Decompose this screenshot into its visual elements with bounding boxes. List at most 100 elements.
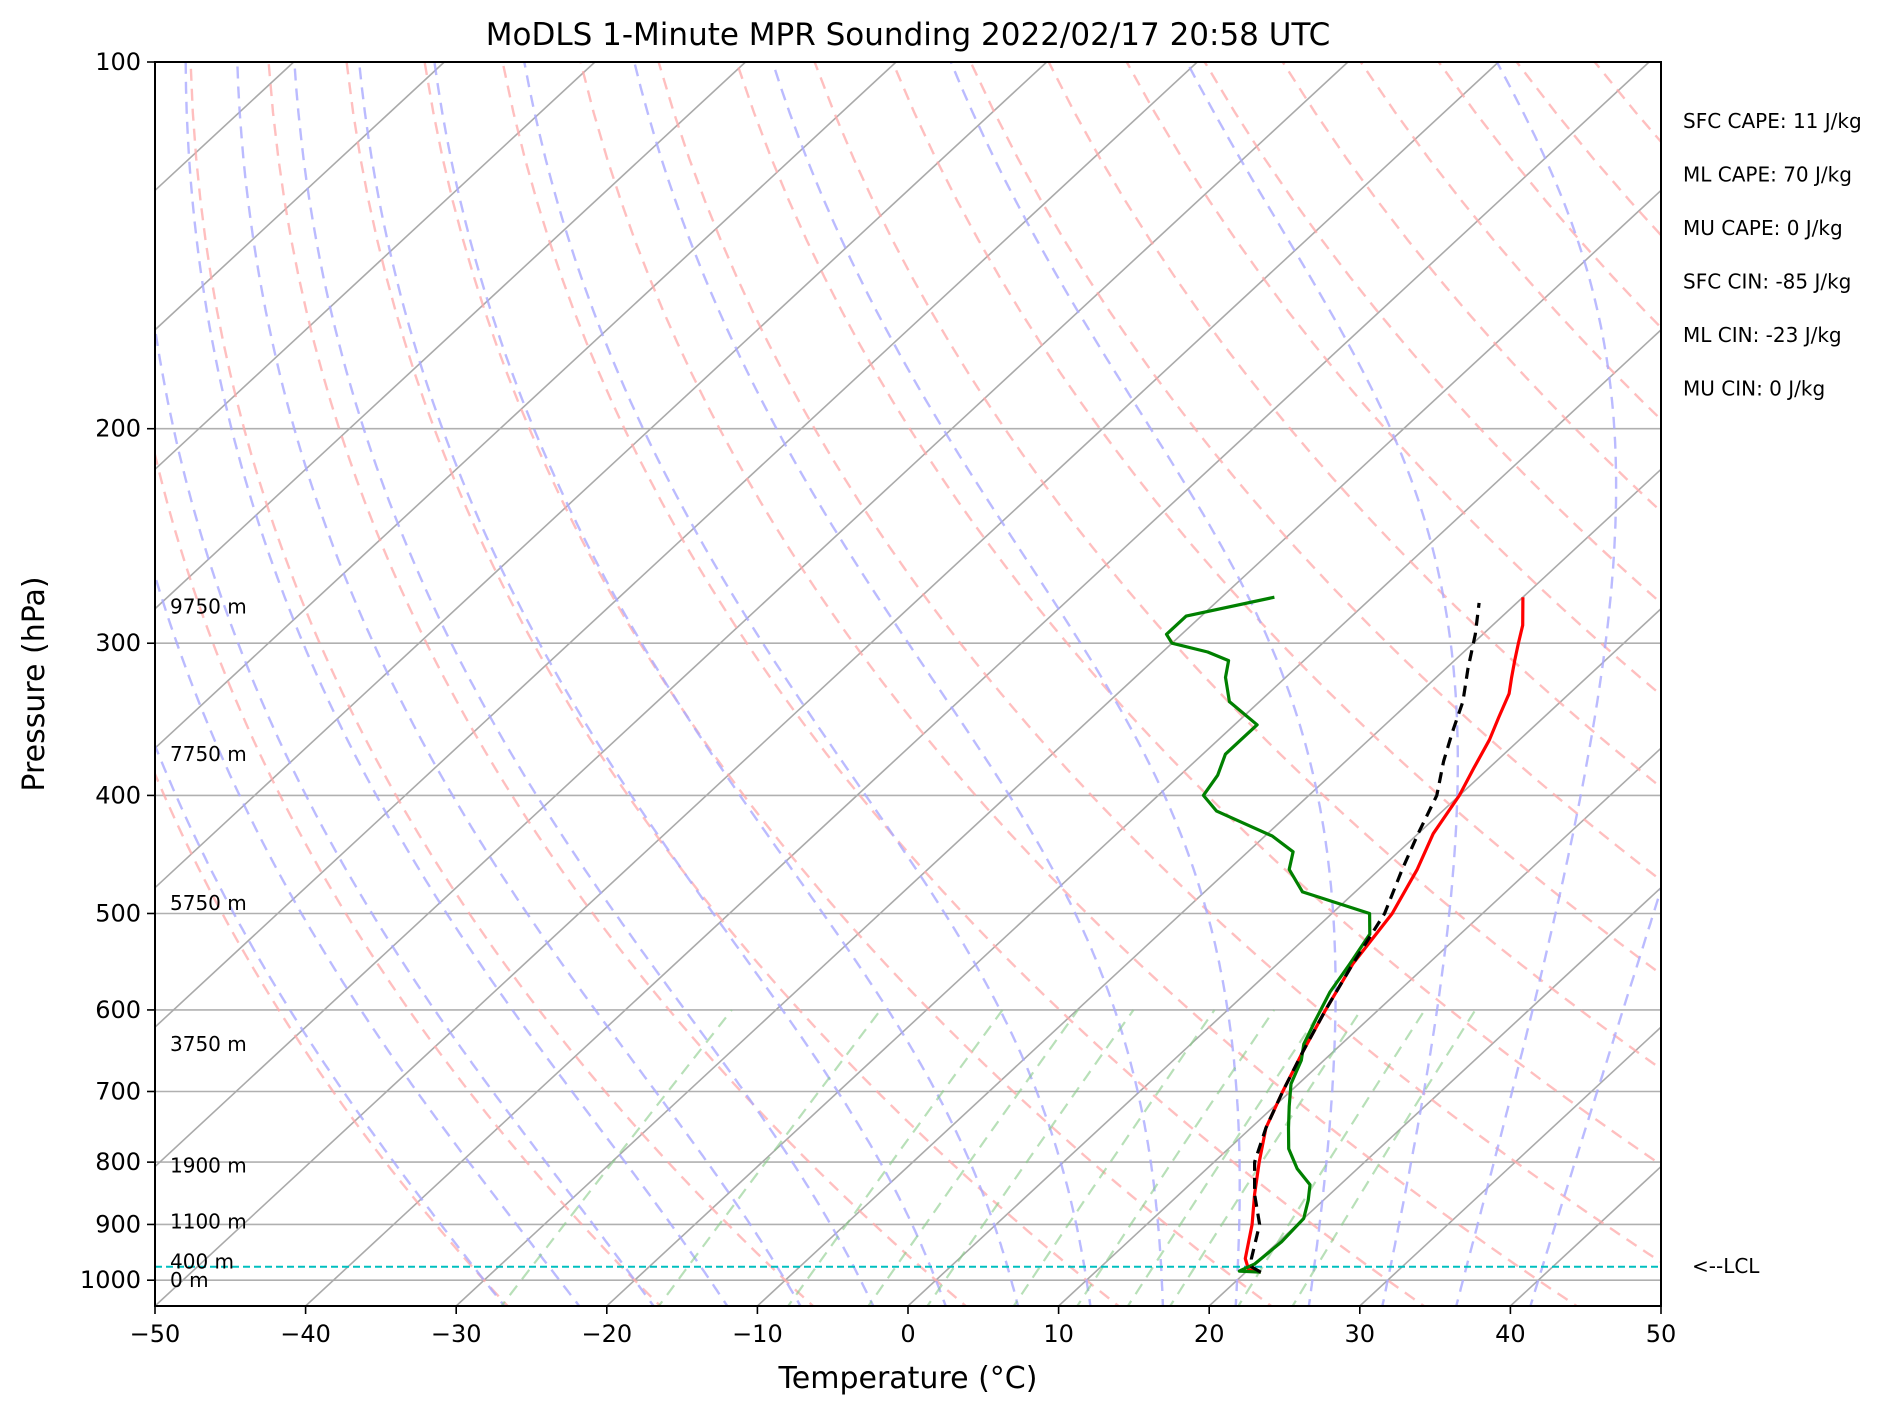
moist-adiabat-line [433, 62, 1020, 1306]
x-tick-label: 40 [1495, 1320, 1526, 1348]
parcel-profile [1249, 602, 1481, 1274]
moist-adiabat-line [155, 320, 655, 1306]
isotherm-line [1812, 62, 1896, 1306]
x-tick-label: 30 [1345, 1320, 1376, 1348]
y-tick-label: 1000 [80, 1266, 141, 1294]
isotherm-line [907, 607, 1661, 1306]
dry-adiabat-line [891, 62, 1661, 976]
plot-frame [154, 61, 1662, 1307]
moist-adiabat-line [293, 62, 875, 1306]
dry-adiabat-line [267, 62, 968, 1306]
dry-adiabat-line [579, 62, 1579, 1306]
isotherm-line [756, 468, 1661, 1306]
y-axis-label: Pressure (hPa) [17, 576, 52, 791]
stats-panel: SFC CAPE: 11 J/kg ML CAPE: 70 J/kg MU CAPE… [1683, 109, 1862, 401]
dry-adiabat-line [1673, 62, 1896, 1311]
dry-adiabat-line [813, 62, 1661, 1071]
moist-adiabat-line [184, 62, 729, 1306]
background-lines [155, 62, 1896, 1311]
y-tick-label: 200 [95, 415, 141, 443]
x-tick-label: 0 [900, 1320, 915, 1348]
y-tick-label: 400 [95, 781, 141, 809]
height-label: 0 m [170, 1268, 209, 1292]
isotherm-line [155, 62, 897, 750]
y-tick-label: 700 [95, 1077, 141, 1105]
y-tick-label: 600 [95, 996, 141, 1024]
isotherm-line [1058, 747, 1661, 1306]
moist-adiabat-line [236, 62, 802, 1306]
mixing-ratio-line [657, 1009, 882, 1306]
moist-adiabat-line [357, 62, 947, 1306]
dry-adiabat-line [1047, 62, 1661, 789]
moist-adiabat-line [155, 571, 581, 1306]
height-label: 3750 m [170, 1032, 247, 1056]
isotherm-line [1359, 1026, 1661, 1306]
dry-adiabat-line [1359, 62, 1661, 422]
height-label: 7750 m [170, 742, 247, 766]
y-tick-label: 300 [95, 629, 141, 657]
dry-adiabat-line [1203, 62, 1661, 605]
x-tick-label: −10 [732, 1320, 783, 1348]
dry-adiabat-line [969, 62, 1661, 882]
series-layer [155, 595, 1661, 1274]
height-label: 5750 m [170, 891, 247, 915]
x-tick-label: −20 [581, 1320, 632, 1348]
dry-adiabat-line [423, 62, 1274, 1306]
height-label: 1100 m [170, 1209, 247, 1233]
dry-adiabat-line [189, 62, 815, 1306]
stat-text: SFC CIN: -85 J/kg [1683, 270, 1851, 294]
dry-adiabat-line [1437, 62, 1661, 330]
mixing-ratio-line [1291, 1009, 1477, 1306]
height-label: 1900 m [170, 1153, 247, 1177]
x-axis-label: Temperature (°C) [778, 1361, 1038, 1396]
dry-adiabat-line [155, 449, 663, 1306]
lcl-label: <--LCL [1692, 1254, 1760, 1278]
x-tick-label: −40 [280, 1320, 331, 1348]
x-tick-label: −30 [431, 1320, 482, 1348]
isotherm-line [155, 62, 1500, 1306]
isotherm-line [155, 62, 1198, 1029]
mixing-ratio-line [1126, 1009, 1323, 1306]
x-tick-label: 10 [1043, 1320, 1074, 1348]
chart-title: MoDLS 1-Minute MPR Sounding 2022/02/17 2… [486, 17, 1330, 53]
y-tick-label: 800 [95, 1148, 141, 1176]
moist-adiabat-line [633, 62, 1165, 1306]
mixing-ratio-line [1168, 1009, 1362, 1306]
y-tick-label: 900 [95, 1210, 141, 1238]
stat-text: MU CAPE: 0 J/kg [1683, 216, 1843, 240]
isotherm-line [606, 328, 1661, 1306]
stat-text: ML CIN: -23 J/kg [1683, 323, 1842, 347]
isotherm-line [1509, 1165, 1661, 1306]
x-tick-label: 50 [1646, 1320, 1677, 1348]
dry-adiabat-line [1593, 62, 1661, 144]
isotherm-line [155, 62, 747, 610]
moist-adiabat-line [155, 742, 506, 1306]
isotherm-line [1660, 1304, 1661, 1306]
dewpoint-profile [1164, 595, 1372, 1274]
mixing-ratio-line [1012, 1009, 1216, 1306]
plot-area [155, 62, 1896, 1311]
y-tick-label: 500 [95, 899, 141, 927]
isotherm-line [155, 62, 1048, 889]
moist-adiabat-line [523, 62, 1092, 1306]
y-axis: 100 200 300 400 500 600 700 800 900 1000 [80, 48, 155, 1294]
stat-text: MU CIN: 0 J/kg [1683, 377, 1825, 401]
moist-adiabat-line [771, 62, 1241, 1306]
isotherm-line [155, 62, 596, 471]
dry-adiabat-line [155, 771, 510, 1306]
dry-adiabat-line [345, 62, 1121, 1306]
height-labels: 9750 m 7750 m 5750 m 3750 m 1900 m 1100 m 400 … [170, 595, 247, 1292]
dry-adiabat-line [501, 62, 1426, 1306]
moist-adiabat-line [1185, 62, 1459, 1306]
dry-adiabat-line [1515, 62, 1661, 237]
isotherm-line [155, 62, 1349, 1168]
isotherm-line [1208, 886, 1661, 1306]
mixing-ratio-line [867, 1009, 1079, 1306]
x-tick-label: −50 [130, 1320, 181, 1348]
moist-adiabat-line [1529, 885, 1661, 1306]
isotherm-line [155, 62, 445, 331]
stat-text: ML CAPE: 70 J/kg [1683, 163, 1852, 187]
height-label: 400 m [170, 1249, 234, 1273]
dry-adiabat-line [1829, 62, 1896, 1311]
